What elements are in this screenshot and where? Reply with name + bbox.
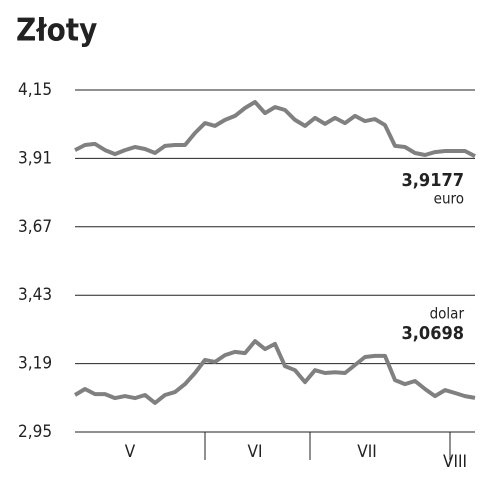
x-tick-label: VII [357, 442, 376, 462]
y-tick-label: 3,67 [18, 217, 52, 237]
x-tick-label: V [125, 442, 136, 462]
y-tick-label: 3,19 [18, 354, 52, 374]
y-tick-label: 3,43 [18, 285, 52, 305]
value-label: 3,0698 [402, 323, 465, 344]
series-line [74, 100, 476, 158]
legend-label: euro [434, 190, 464, 208]
y-tick-label: 3,91 [18, 148, 52, 168]
x-tick-label: VIII [443, 452, 467, 472]
y-tick-label: 2,95 [18, 422, 52, 442]
legend-label: dolar [430, 305, 465, 323]
series-line [73, 339, 476, 405]
value-label: 3,9177 [402, 170, 465, 191]
chart-title: Złoty [16, 13, 97, 49]
x-tick-label: VI [248, 442, 263, 462]
y-tick-label: 4,15 [18, 80, 52, 100]
